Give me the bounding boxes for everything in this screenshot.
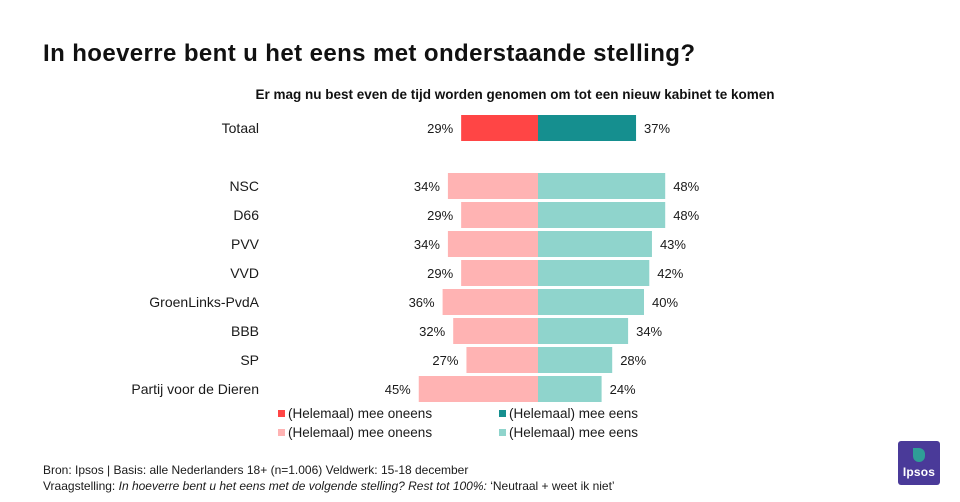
bar-oneens [447, 231, 538, 257]
data-label-eens: 48% [673, 208, 699, 223]
legend-label: (Helemaal) mee eens [509, 406, 638, 421]
bar-oneens [461, 260, 538, 286]
bar-oneens [453, 318, 538, 344]
bar-eens [538, 347, 613, 373]
data-label-oneens: 34% [414, 237, 440, 252]
question-suffix: ‘Neutraal + weet ik niet’ [486, 479, 615, 493]
bar-oneens [442, 289, 538, 315]
legend-swatch [499, 429, 506, 436]
data-label-oneens: 36% [409, 295, 435, 310]
bar-eens [538, 318, 629, 344]
category-label: PVV [231, 236, 260, 252]
category-label: BBB [231, 323, 259, 339]
data-label-oneens: 29% [427, 121, 453, 136]
data-label-oneens: 34% [414, 179, 440, 194]
bar-oneens [447, 173, 538, 199]
bar-eens [538, 231, 652, 257]
data-label-oneens: 29% [427, 208, 453, 223]
category-label: VVD [230, 265, 259, 281]
bar-eens [538, 173, 666, 199]
bar-oneens [461, 115, 538, 141]
bar-eens [538, 115, 637, 141]
data-label-oneens: 45% [385, 382, 411, 397]
category-label: Totaal [222, 120, 259, 136]
bar-eens [538, 376, 602, 402]
data-label-oneens: 29% [427, 266, 453, 281]
data-label-eens: 24% [610, 382, 636, 397]
logo-mark-icon [913, 448, 925, 462]
bar-eens [538, 202, 666, 228]
data-label-eens: 34% [636, 324, 662, 339]
source-line: Bron: Ipsos | Basis: alle Nederlanders 1… [43, 463, 469, 477]
page-title: In hoeverre bent u het eens met ondersta… [43, 40, 696, 67]
question-line: Vraagstelling: In hoeverre bent u het ee… [43, 478, 615, 494]
legend-swatch [278, 410, 285, 417]
data-label-oneens: 32% [419, 324, 445, 339]
category-label: GroenLinks-PvdA [149, 294, 259, 310]
data-label-eens: 48% [673, 179, 699, 194]
legend-label: (Helemaal) mee oneens [288, 425, 432, 440]
category-label: SP [240, 352, 259, 368]
logo-text: Ipsos [902, 465, 936, 479]
legend-swatch [278, 429, 285, 436]
category-label: Partij voor de Dieren [131, 381, 259, 397]
bar-oneens [461, 202, 538, 228]
data-label-eens: 42% [657, 266, 683, 281]
data-label-eens: 28% [620, 353, 646, 368]
legend-swatch [499, 410, 506, 417]
category-label: NSC [229, 178, 259, 194]
question-text: In hoeverre bent u het eens met de volge… [118, 479, 487, 493]
footer: Bron: Ipsos | Basis: alle Nederlanders 1… [43, 462, 615, 494]
legend-label: (Helemaal) mee oneens [288, 406, 432, 421]
legend-label: (Helemaal) mee eens [509, 425, 638, 440]
data-label-eens: 37% [644, 121, 670, 136]
data-label-oneens: 27% [432, 353, 458, 368]
data-label-eens: 40% [652, 295, 678, 310]
data-label-eens: 43% [660, 237, 686, 252]
bar-eens [538, 260, 650, 286]
bar-oneens [466, 347, 538, 373]
question-prefix: Vraagstelling: [43, 479, 119, 493]
bar-oneens [418, 376, 538, 402]
category-label: D66 [233, 207, 259, 223]
chart-subtitle: Er mag nu best even de tijd worden genom… [255, 87, 775, 102]
ipsos-logo: Ipsos [898, 441, 940, 485]
bar-eens [538, 289, 644, 315]
